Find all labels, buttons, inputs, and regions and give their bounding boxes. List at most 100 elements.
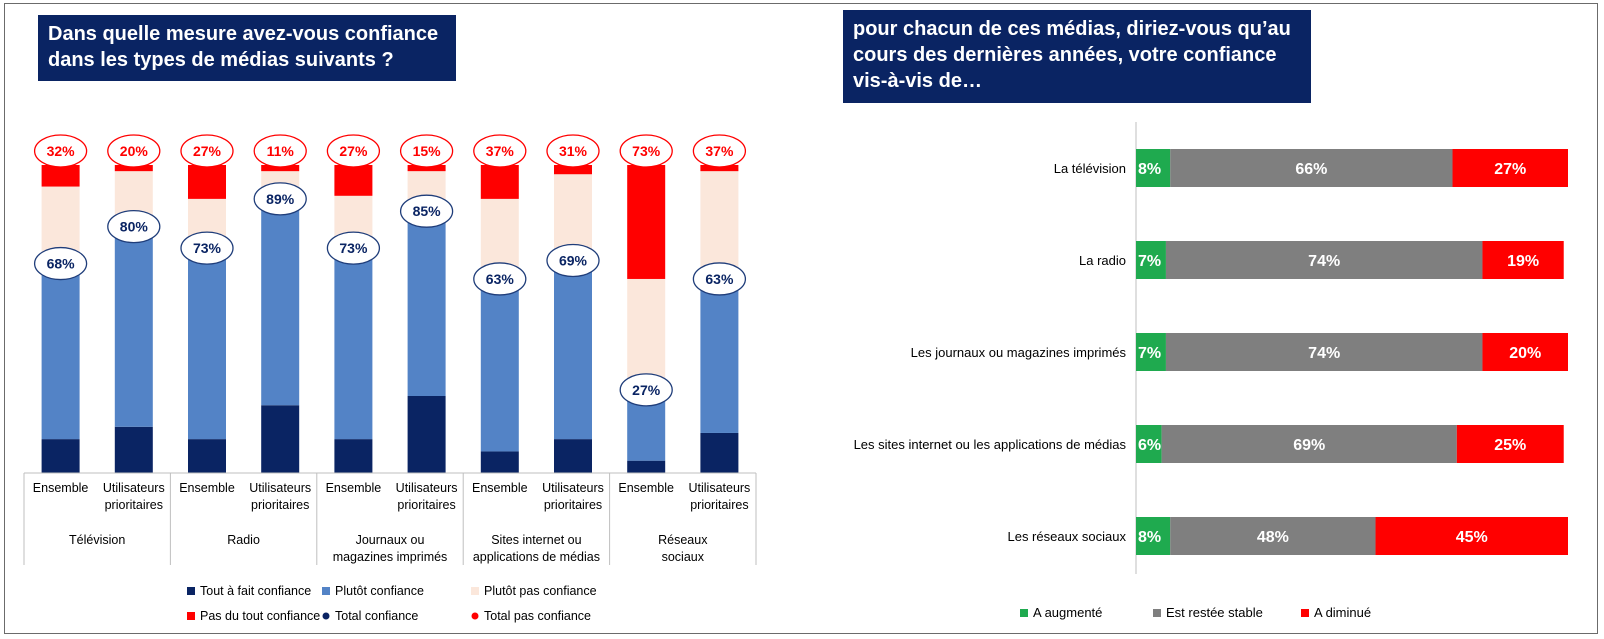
category-tick-label: Les réseaux sociaux xyxy=(1007,529,1126,544)
bar-segment xyxy=(1136,517,1171,555)
bar-segment xyxy=(407,165,446,172)
right-chart-title: pour chacun de ces médias, diriez-vous q… xyxy=(843,10,1311,103)
bar-segment xyxy=(1456,425,1564,463)
legend-label: Total pas confiance xyxy=(484,609,591,623)
total-confiance-label: 68% xyxy=(47,256,76,272)
total-pas-confiance-marker xyxy=(619,134,673,168)
group-tick-label: sociaux xyxy=(662,550,705,564)
category-tick-label: Utilisateurs xyxy=(103,481,165,495)
total-confiance-label: 63% xyxy=(705,271,734,287)
legend-swatch xyxy=(471,612,479,620)
category-tick-label: Ensemble xyxy=(618,481,674,495)
bar-segment xyxy=(700,171,739,279)
total-pas-confiance-label: 15% xyxy=(413,143,442,159)
category-tick-label: Ensemble xyxy=(326,481,382,495)
group-tick-label: Sites internet ou xyxy=(491,533,581,547)
data-label: 45% xyxy=(1456,529,1488,546)
bar-segment xyxy=(41,263,80,440)
bar-segment xyxy=(1136,149,1171,187)
bar-segment xyxy=(1375,517,1568,555)
bar-segment xyxy=(114,426,153,473)
legend-swatch xyxy=(322,587,330,595)
legend-swatch xyxy=(187,612,195,620)
bar-segment xyxy=(627,165,666,279)
bar-segment xyxy=(1452,149,1568,187)
bar-segment xyxy=(1165,333,1483,371)
total-confiance-label: 63% xyxy=(486,271,515,287)
total-pas-confiance-marker xyxy=(546,134,600,168)
total-confiance-marker xyxy=(107,209,161,244)
bar-segment xyxy=(1170,149,1453,187)
bar-segment xyxy=(1165,241,1483,279)
bar-segment xyxy=(1482,241,1564,279)
bar-segment xyxy=(700,432,739,473)
bar-segment xyxy=(627,278,666,390)
category-tick-label: La télévision xyxy=(1054,161,1126,176)
bar-segment xyxy=(407,211,446,396)
bar-segment xyxy=(188,439,226,473)
legend-swatch xyxy=(1020,609,1028,617)
data-label: 66% xyxy=(1295,161,1327,178)
bar-segment xyxy=(334,248,373,440)
category-tick-label: prioritaires xyxy=(690,498,748,512)
legend-label: A augmenté xyxy=(1033,605,1102,620)
bar-segment xyxy=(334,165,373,196)
legend-label: Pas du tout confiance xyxy=(200,609,320,623)
category-tick-label: Utilisateurs xyxy=(688,481,750,495)
bar-segment xyxy=(1136,333,1166,371)
bar-segment xyxy=(261,165,300,172)
legend-label: Total confiance xyxy=(335,609,418,623)
legend-label: A diminué xyxy=(1314,605,1371,620)
bar-segment xyxy=(188,248,226,440)
total-confiance-marker xyxy=(399,194,454,228)
total-pas-confiance-label: 31% xyxy=(559,143,588,159)
category-tick-label: Ensemble xyxy=(472,481,528,495)
legend-label: Tout à fait confiance xyxy=(200,584,311,598)
legend-swatch xyxy=(322,612,330,620)
legend-swatch xyxy=(471,587,479,595)
legend-swatch xyxy=(187,587,195,595)
bar-segment xyxy=(554,165,592,175)
data-label: 74% xyxy=(1308,345,1340,362)
data-label: 48% xyxy=(1257,529,1289,546)
category-tick-label: prioritaires xyxy=(544,498,602,512)
total-pas-confiance-label: 11% xyxy=(267,143,295,159)
total-confiance-label: 73% xyxy=(193,240,222,256)
total-confiance-marker xyxy=(546,243,600,278)
bar-segment xyxy=(554,260,592,440)
category-tick-label: Utilisateurs xyxy=(249,481,311,495)
category-tick-label: prioritaires xyxy=(397,498,455,512)
total-confiance-label: 85% xyxy=(413,203,442,219)
group-tick-label: Télévision xyxy=(69,533,125,547)
legend-label: Plutôt confiance xyxy=(335,584,424,598)
bar-segment xyxy=(554,439,592,473)
data-label: 19% xyxy=(1507,253,1539,270)
total-confiance-label: 73% xyxy=(339,240,368,256)
total-confiance-marker xyxy=(473,262,527,296)
bar-segment xyxy=(480,451,519,473)
bar-segment xyxy=(407,396,446,473)
bar-segment xyxy=(334,439,373,473)
bar-segment xyxy=(41,439,80,473)
category-tick-label: Ensemble xyxy=(33,481,89,495)
data-label: 8% xyxy=(1138,529,1161,546)
category-tick-label: Utilisateurs xyxy=(542,481,604,495)
total-confiance-marker xyxy=(619,373,673,407)
data-label: 7% xyxy=(1138,253,1161,270)
data-label: 20% xyxy=(1509,345,1541,362)
category-tick-label: Ensemble xyxy=(179,481,235,495)
total-pas-confiance-label: 37% xyxy=(486,143,515,159)
data-label: 25% xyxy=(1494,437,1526,454)
total-confiance-label: 80% xyxy=(120,219,149,235)
bar-segment xyxy=(114,165,153,172)
total-pas-confiance-marker xyxy=(180,134,234,168)
total-confiance-marker xyxy=(326,231,381,265)
group-tick-label: Journaux ou xyxy=(356,533,425,547)
total-confiance-label: 69% xyxy=(559,252,588,268)
legend-swatch xyxy=(1153,609,1161,617)
group-tick-label: magazines imprimés xyxy=(333,550,448,564)
legend-swatch xyxy=(1301,609,1309,617)
category-tick-label: prioritaires xyxy=(251,498,309,512)
trend-horizontal-bar-chart: 8% 66% 27% La télévision 7% 74% 19% La radio 7% 7… xyxy=(854,122,1568,620)
total-pas-confiance-label: 37% xyxy=(705,143,734,159)
